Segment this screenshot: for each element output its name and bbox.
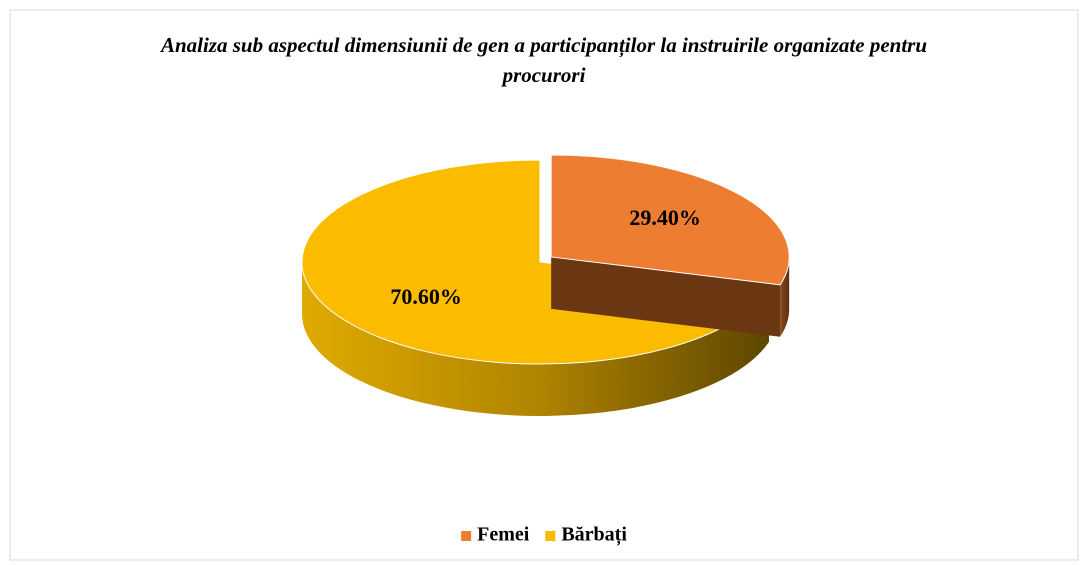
chart-border	[9, 9, 1079, 561]
slice-side	[551, 256, 781, 337]
slice	[550, 154, 790, 286]
slice-wall	[302, 262, 769, 416]
data-label: 70.60%	[390, 284, 462, 309]
legend-swatch	[545, 531, 556, 541]
chart-title: Analiza sub aspectul dimensiunii de gen …	[160, 33, 928, 87]
legend-label: Bărbați	[561, 524, 627, 547]
legend-label: Femei	[477, 524, 530, 546]
legend-swatch	[461, 531, 472, 541]
slice-wall	[780, 256, 790, 337]
data-label: 29.40%	[629, 205, 701, 230]
